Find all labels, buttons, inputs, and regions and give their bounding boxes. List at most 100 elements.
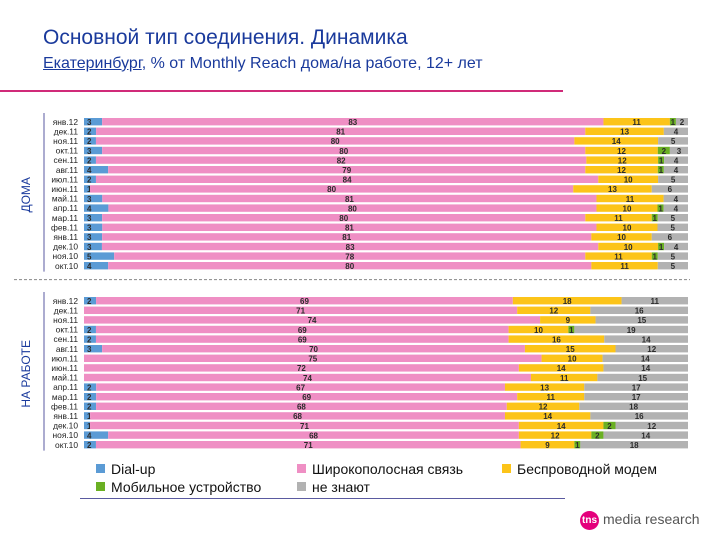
data-label-dialup: 3 [87, 345, 92, 354]
data-label-unknown: 11 [651, 297, 660, 306]
bar-broadband [90, 421, 519, 430]
category-label: окт.11 [56, 146, 79, 156]
panel-label-1: НА РАБОТЕ [19, 340, 33, 408]
bar-broadband [90, 185, 574, 193]
bar-unknown [663, 127, 688, 135]
bar-mobile [568, 325, 575, 334]
bar-broadband [102, 233, 592, 241]
bar-unknown [675, 118, 688, 126]
data-label-unknown: 14 [641, 431, 650, 440]
data-label-broadband: 74 [308, 316, 317, 325]
data-label-broadband: 74 [303, 374, 312, 383]
category-label: янв.11 [53, 232, 78, 242]
data-label-wireless: 9 [566, 316, 571, 325]
bar-unknown [651, 185, 688, 193]
data-label-unknown: 5 [671, 252, 676, 261]
category-label: июл.11 [51, 174, 78, 184]
data-label-dialup: 2 [87, 297, 92, 306]
bar-broadband [96, 383, 505, 391]
bar-dialup [84, 441, 96, 449]
data-label-mobile: 1 [575, 441, 580, 450]
data-label-unknown: 18 [629, 403, 638, 412]
bar-broadband [108, 262, 592, 270]
bar-unknown [584, 393, 688, 401]
legend-label-unknown: не знают [312, 479, 370, 495]
bar-dialup [84, 262, 109, 270]
data-label-broadband: 80 [348, 204, 357, 213]
bar-wireless [517, 393, 585, 401]
data-label-wireless: 12 [618, 156, 627, 165]
data-label-dialup: 4 [87, 204, 92, 213]
data-label-unknown: 4 [674, 156, 679, 165]
legend-swatch-broadband [297, 464, 306, 473]
category-label: янв.12 [53, 296, 79, 306]
category-label: ноя.11 [53, 315, 78, 325]
bar-unknown [615, 345, 688, 353]
data-label-dialup: 2 [87, 128, 92, 137]
bar-broadband [96, 402, 507, 410]
data-label-wireless: 12 [617, 166, 626, 175]
bar-wireless [598, 175, 659, 183]
bar-mobile [651, 214, 658, 222]
data-label-wireless: 15 [566, 345, 575, 354]
category-label: май.11 [52, 194, 78, 204]
page-title: Основной тип соединения. Динамика [43, 26, 408, 49]
category-label: янв.12 [53, 117, 79, 127]
data-label-mobile: 1 [569, 326, 574, 335]
data-label-mobile: 1 [659, 156, 664, 165]
data-label-mobile: 2 [595, 431, 600, 440]
data-label-broadband: 69 [298, 326, 307, 335]
data-label-wireless: 11 [614, 214, 623, 223]
data-label-dialup: 3 [87, 147, 92, 156]
bar-broadband [95, 175, 599, 183]
data-label-broadband: 81 [342, 233, 351, 242]
bar-broadband [84, 306, 518, 314]
category-label: янв.11 [53, 411, 78, 421]
data-label-broadband: 81 [345, 195, 354, 204]
data-label-wireless: 12 [551, 431, 560, 440]
legend-label-broadband: Широкополосная связь [312, 461, 464, 477]
data-label-unknown: 4 [674, 243, 679, 252]
bar-dialup [84, 118, 103, 126]
data-label-wireless: 10 [623, 204, 632, 213]
data-label-dialup: 3 [87, 118, 92, 127]
data-label-wireless: 11 [560, 374, 569, 383]
data-label-dialup: 4 [87, 166, 92, 175]
subtitle-rest: , % от Monthly Reach дома/на работе, 12+… [141, 55, 483, 72]
bar-broadband [84, 316, 541, 324]
data-label-wireless: 10 [623, 224, 632, 233]
data-label-dialup: 2 [87, 176, 92, 185]
data-label-dialup: 3 [87, 224, 92, 233]
data-label-broadband: 81 [345, 224, 354, 233]
data-label-broadband: 82 [337, 156, 346, 165]
data-label-unknown: 2 [680, 118, 685, 127]
data-label-dialup: 4 [87, 262, 92, 271]
bar-wireless [596, 194, 664, 203]
data-label-broadband: 80 [331, 137, 340, 146]
bar-dialup [84, 297, 97, 305]
data-label-unknown: 18 [630, 441, 639, 450]
data-label-wireless: 12 [549, 307, 558, 316]
data-label-broadband: 72 [297, 364, 306, 373]
category-label: сен.11 [54, 334, 79, 344]
bar-dialup [84, 412, 91, 420]
bar-unknown [603, 364, 688, 372]
data-label-broadband: 71 [300, 422, 309, 431]
data-label-broadband: 69 [298, 335, 307, 344]
data-label-dialup: 1 [87, 422, 92, 431]
data-label-broadband: 81 [336, 128, 345, 137]
data-label-mobile: 1 [659, 243, 664, 252]
data-label-unknown: 6 [668, 185, 673, 194]
data-label-mobile: 2 [662, 147, 667, 156]
category-label: фев.11 [51, 401, 78, 411]
bar-mobile [603, 421, 616, 430]
bar-unknown [602, 354, 688, 362]
data-label-dialup: 2 [87, 393, 92, 402]
data-label-dialup: 3 [87, 214, 92, 223]
bar-wireless [506, 402, 580, 410]
bar-mobile [651, 252, 658, 260]
data-label-wireless: 10 [568, 355, 577, 364]
bar-broadband [101, 242, 599, 251]
data-label-dialup: 2 [87, 326, 92, 335]
data-label-broadband: 68 [293, 412, 302, 421]
